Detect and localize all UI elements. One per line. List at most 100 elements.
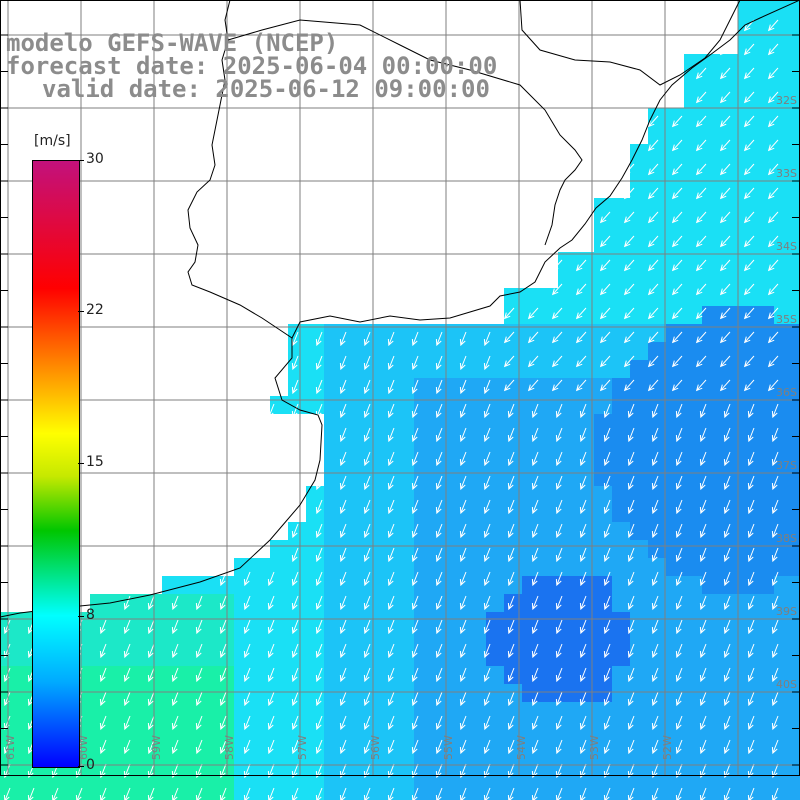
wind-cell: [684, 252, 702, 270]
wind-cell: [648, 774, 666, 792]
wind-cell: [180, 612, 198, 630]
wind-cell: [234, 576, 252, 594]
wind-arrow: [555, 787, 563, 800]
wind-cell: [414, 666, 432, 684]
wind-cell: [558, 720, 576, 738]
wind-cell: [162, 648, 180, 666]
wind-arrow: [483, 475, 491, 491]
wind-cell: [756, 630, 774, 648]
wind-cell: [720, 270, 738, 288]
wind-cell: [666, 630, 684, 648]
wind-arrow: [411, 451, 419, 467]
wind-cell: [720, 558, 738, 576]
wind-cell: [324, 396, 342, 414]
wind-arrow: [315, 331, 323, 347]
wind-cell: [432, 450, 450, 468]
wind-cell: [612, 306, 630, 324]
wind-cell: [504, 630, 522, 648]
wind-cell: [216, 666, 234, 684]
wind-arrow: [671, 211, 683, 224]
wind-cell: [378, 504, 396, 522]
wind-arrow: [507, 739, 515, 755]
wind-cell: [630, 198, 648, 216]
wind-arrow: [723, 763, 731, 779]
wind-arrow: [623, 307, 635, 320]
wind-cell: [612, 252, 630, 270]
wind-cell: [774, 0, 792, 18]
wind-arrow: [267, 403, 275, 419]
wind-cell: [738, 54, 756, 72]
wind-arrow: [671, 331, 683, 344]
wind-arrow: [771, 403, 779, 419]
wind-arrow: [719, 283, 731, 296]
wind-arrow: [503, 379, 515, 392]
wind-cell: [180, 630, 198, 648]
wind-cell: [504, 486, 522, 504]
wind-arrow: [579, 571, 587, 587]
wind-cell: [450, 414, 468, 432]
wind-arrow: [507, 451, 515, 467]
wind-cell: [432, 792, 450, 800]
wind-cell: [486, 396, 504, 414]
wind-cell: [522, 432, 540, 450]
wind-cell: [702, 306, 720, 324]
wind-cell: [756, 252, 774, 270]
wind-cell: [612, 378, 630, 396]
wind-arrow: [315, 523, 323, 539]
wind-arrow: [579, 451, 587, 467]
wind-cell: [360, 594, 378, 612]
wind-cell: [702, 72, 720, 90]
wind-cell: [774, 666, 792, 684]
wind-arrow: [195, 667, 203, 683]
wind-cell: [666, 198, 684, 216]
wind-arrow: [435, 475, 443, 491]
wind-arrow: [627, 619, 635, 635]
wind-arrow: [575, 259, 587, 272]
wind-cell: [180, 774, 198, 792]
wind-arrow: [579, 523, 587, 539]
wind-cell: [666, 270, 684, 288]
wind-cell: [540, 720, 558, 738]
wind-arrow: [603, 643, 611, 659]
wind-cell: [684, 216, 702, 234]
wind-cell: [306, 522, 324, 540]
wind-arrow: [603, 403, 611, 419]
wind-cell: [342, 504, 360, 522]
wind-cell: [288, 684, 306, 702]
wind-cell: [288, 648, 306, 666]
wind-cell: [774, 216, 792, 234]
wind-cell: [774, 630, 792, 648]
wind-cell: [450, 738, 468, 756]
wind-arrow: [507, 763, 515, 779]
wind-cell: [486, 720, 504, 738]
wind-cell: [378, 594, 396, 612]
wind-cell: [414, 648, 432, 666]
wind-cell: [684, 450, 702, 468]
wind-cell: [432, 432, 450, 450]
wind-cell: [90, 774, 108, 792]
wind-arrow: [579, 763, 587, 779]
wind-cell: [666, 702, 684, 720]
wind-cell: [504, 414, 522, 432]
wind-cell: [720, 774, 738, 792]
wind-cell: [612, 792, 630, 800]
wind-cell: [108, 612, 126, 630]
wind-cell: [540, 414, 558, 432]
wind-arrow: [579, 715, 587, 731]
wind-cell: [756, 576, 774, 594]
wind-arrow: [123, 715, 131, 731]
wind-arrow: [699, 619, 707, 635]
wind-cell: [702, 540, 720, 558]
wind-arrow: [747, 763, 755, 779]
wind-arrow: [579, 403, 587, 419]
wind-cell: [522, 576, 540, 594]
wind-cell: [792, 792, 800, 800]
wind-cell: [648, 576, 666, 594]
wind-cell: [252, 576, 270, 594]
wind-cell: [558, 414, 576, 432]
wind-cell: [468, 738, 486, 756]
wind-cell: [774, 36, 792, 54]
wind-cell: [774, 162, 792, 180]
wind-cell: [792, 234, 800, 252]
wind-cell: [666, 738, 684, 756]
